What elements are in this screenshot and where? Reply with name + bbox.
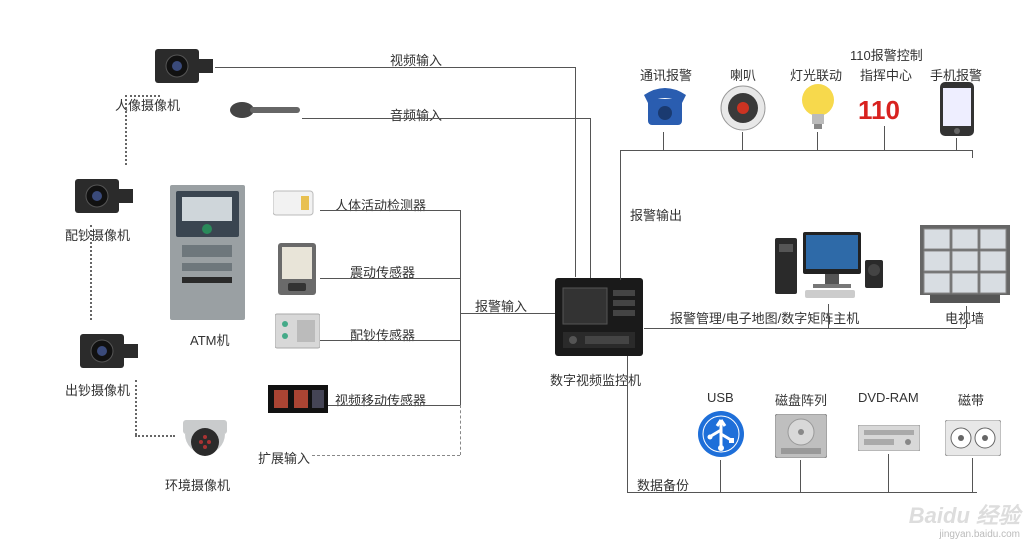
sensor-motion-icon [273, 188, 318, 218]
camera-out-icon [80, 330, 138, 372]
sensor-vibration-icon [278, 243, 316, 295]
camera-dome-icon [175, 420, 235, 470]
telephone-icon [640, 85, 690, 130]
usb-icon [697, 410, 745, 458]
camera-cash-label: 配钞摄像机 [65, 225, 130, 244]
edge [590, 118, 591, 278]
speaker-label: 喇叭 [730, 65, 756, 84]
edge [627, 356, 628, 492]
camera-cash-icon [75, 175, 133, 217]
110-number-icon: 110 [858, 95, 900, 126]
sensor-video-icon [268, 385, 328, 413]
edge [320, 340, 460, 341]
tape-label: 磁带 [958, 390, 984, 409]
camera-face-icon [155, 45, 213, 87]
edge [972, 150, 973, 158]
edge [627, 492, 977, 493]
pc-label: 报警管理/电子地图/数字矩阵主机 [670, 308, 859, 327]
watermark-url: jingyan.baidu.com [939, 529, 1020, 540]
dot-arc [135, 435, 175, 437]
edge [888, 454, 889, 492]
atm-icon [170, 185, 245, 320]
tvwall-icon [920, 225, 1010, 303]
dvd-label: DVD-RAM [858, 390, 919, 405]
dot-arc [135, 380, 137, 435]
edge [800, 460, 801, 492]
ext-input-label: 扩展输入 [258, 448, 310, 467]
camera-out-label: 出钞摄像机 [65, 380, 130, 399]
edge [742, 132, 743, 150]
dvd-drive-icon [858, 425, 920, 451]
edge [972, 458, 973, 492]
usb-label: USB [707, 390, 734, 405]
camera-dome-label: 环境摄像机 [165, 475, 230, 494]
dvr-icon [555, 278, 643, 356]
tape-icon [945, 420, 1001, 456]
edge [460, 210, 461, 405]
edge [956, 138, 957, 150]
edge [460, 313, 555, 314]
edge [644, 328, 966, 329]
sensor-dispenser-icon [275, 310, 320, 352]
tvwall-label: 电视墙 [945, 308, 984, 327]
alarm-output-label: 报警输出 [630, 205, 682, 224]
edge-dashed [312, 455, 460, 456]
edge [663, 132, 664, 150]
watermark: Baidu 经验 jingyan.baidu.com [909, 503, 1020, 541]
atm-label: ATM机 [190, 330, 229, 349]
sensor-motion-label: 人体活动检测器 [335, 195, 426, 214]
edge [620, 150, 621, 280]
edge-dashed [460, 405, 461, 455]
watermark-brand: Baidu 经验 [909, 503, 1020, 528]
camera-face-label: 人像摄像机 [115, 95, 180, 114]
110-control-label: 110报警控制 [850, 45, 923, 64]
edge [215, 67, 575, 68]
edge [828, 304, 829, 328]
edge [320, 278, 460, 279]
telephone-label: 通讯报警 [640, 65, 692, 84]
smartphone-icon [940, 82, 974, 136]
sensor-dispenser-label: 配钞传感器 [350, 325, 415, 344]
edge [575, 67, 576, 277]
edge [966, 306, 967, 328]
microphone-icon [230, 100, 300, 120]
command-center-label: 指挥中心 [860, 65, 912, 84]
edge [884, 126, 885, 150]
sensor-video-label: 视频移动传感器 [335, 390, 426, 409]
speaker-icon [720, 85, 766, 131]
edge [620, 150, 972, 151]
edge [302, 118, 590, 119]
edge [320, 210, 460, 211]
raid-label: 磁盘阵列 [775, 390, 827, 409]
pc-icon [775, 230, 885, 300]
edge [720, 460, 721, 492]
hdd-stack-icon [775, 414, 827, 458]
edge [328, 405, 460, 406]
edge [817, 132, 818, 150]
lightbulb-icon [800, 82, 836, 132]
audio-input-label: 音频输入 [390, 105, 442, 124]
